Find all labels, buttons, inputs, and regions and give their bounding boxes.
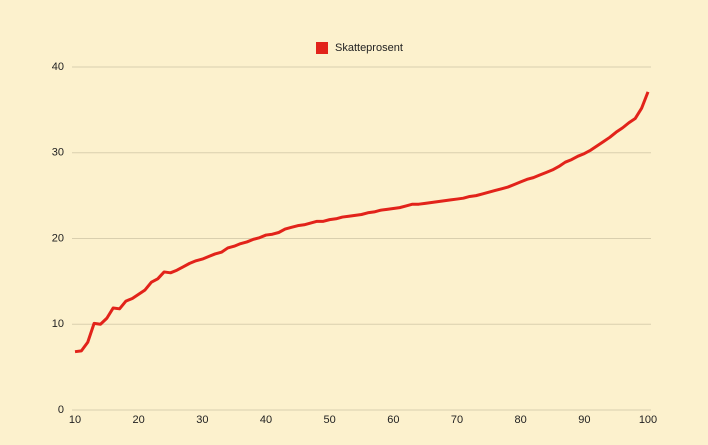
y-tick-label: 20 <box>52 232 64 244</box>
x-tick-label: 40 <box>260 414 272 426</box>
x-tick-label: 20 <box>133 414 145 426</box>
y-tick-label: 10 <box>52 318 64 330</box>
y-tick-label: 40 <box>52 61 64 73</box>
x-tick-label: 10 <box>69 414 81 426</box>
x-tick-label: 50 <box>324 414 336 426</box>
line <box>74 91 650 354</box>
x-tick-label: 100 <box>639 414 657 426</box>
x-tick-label: 70 <box>451 414 463 426</box>
x-tick-label: 30 <box>196 414 208 426</box>
legend-label: Skatteprosent <box>335 42 403 54</box>
y-tick-label: 0 <box>58 404 64 416</box>
legend-swatch <box>316 42 328 54</box>
x-tick-label: 80 <box>515 414 527 426</box>
x-tick-label: 90 <box>578 414 590 426</box>
y-tick-label: 30 <box>52 147 64 159</box>
x-tick-label: 60 <box>387 414 399 426</box>
